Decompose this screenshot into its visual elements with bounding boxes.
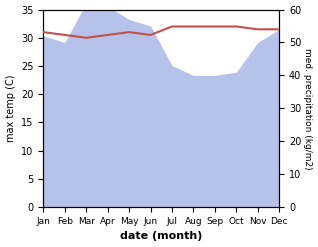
Y-axis label: med. precipitation (kg/m2): med. precipitation (kg/m2): [303, 48, 313, 169]
X-axis label: date (month): date (month): [120, 231, 203, 242]
Y-axis label: max temp (C): max temp (C): [5, 75, 16, 142]
